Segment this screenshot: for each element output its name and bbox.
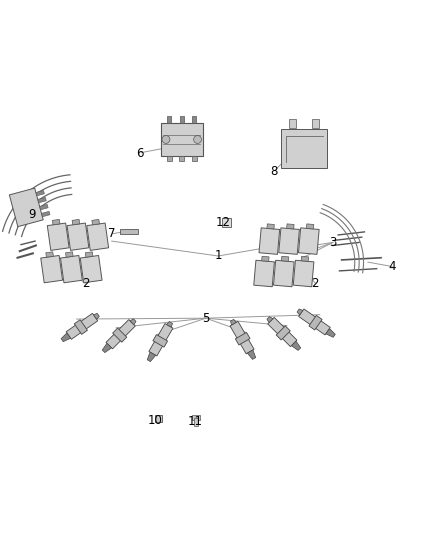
Polygon shape [149, 324, 173, 356]
Polygon shape [166, 321, 173, 327]
Polygon shape [72, 220, 80, 225]
Polygon shape [106, 320, 135, 349]
Circle shape [162, 135, 170, 143]
Text: 2: 2 [311, 277, 319, 289]
Polygon shape [192, 415, 200, 420]
Text: 7: 7 [108, 227, 116, 240]
Text: 8: 8 [270, 165, 277, 177]
Polygon shape [297, 309, 303, 315]
Polygon shape [167, 116, 171, 123]
Polygon shape [235, 333, 250, 345]
Polygon shape [60, 255, 82, 283]
Polygon shape [87, 223, 109, 251]
Polygon shape [247, 350, 256, 359]
Text: 5: 5 [202, 312, 209, 325]
Polygon shape [299, 309, 330, 335]
Text: 1: 1 [214, 249, 222, 262]
Polygon shape [267, 224, 274, 229]
Polygon shape [273, 260, 294, 287]
Polygon shape [290, 119, 297, 128]
Polygon shape [281, 256, 289, 261]
Polygon shape [312, 119, 319, 128]
Polygon shape [167, 156, 172, 161]
Polygon shape [161, 123, 202, 156]
Polygon shape [120, 229, 138, 234]
Text: 11: 11 [187, 415, 202, 428]
Text: 2: 2 [81, 277, 89, 289]
Polygon shape [192, 156, 197, 161]
Polygon shape [279, 228, 300, 254]
Polygon shape [38, 197, 46, 203]
Polygon shape [94, 313, 99, 319]
Polygon shape [180, 116, 184, 123]
Polygon shape [85, 252, 93, 257]
Polygon shape [74, 320, 88, 334]
Polygon shape [39, 204, 48, 210]
Polygon shape [130, 319, 136, 325]
Polygon shape [179, 156, 184, 161]
Polygon shape [92, 220, 99, 225]
Polygon shape [276, 326, 290, 340]
Polygon shape [293, 260, 314, 287]
Circle shape [194, 135, 201, 143]
Text: 10: 10 [148, 414, 163, 427]
Polygon shape [47, 223, 69, 251]
Polygon shape [291, 341, 301, 350]
Polygon shape [42, 212, 50, 217]
Polygon shape [155, 415, 162, 423]
Polygon shape [67, 223, 89, 251]
Polygon shape [194, 418, 198, 426]
Polygon shape [80, 255, 102, 283]
Polygon shape [230, 319, 237, 325]
Polygon shape [36, 190, 44, 196]
Polygon shape [9, 188, 43, 227]
Polygon shape [230, 321, 254, 354]
Polygon shape [46, 252, 53, 257]
Text: 4: 4 [388, 260, 396, 273]
Polygon shape [281, 128, 327, 168]
Polygon shape [153, 335, 168, 347]
Polygon shape [268, 317, 297, 346]
Polygon shape [254, 260, 274, 287]
Text: 3: 3 [329, 236, 336, 249]
Polygon shape [307, 224, 314, 229]
Polygon shape [61, 333, 71, 342]
Polygon shape [41, 255, 63, 283]
Polygon shape [261, 256, 269, 261]
Polygon shape [222, 219, 231, 227]
Polygon shape [147, 352, 155, 361]
Polygon shape [299, 228, 319, 254]
Polygon shape [192, 116, 196, 123]
Polygon shape [267, 317, 273, 322]
Text: 12: 12 [216, 216, 231, 229]
Polygon shape [326, 328, 336, 337]
Polygon shape [286, 224, 294, 229]
Text: 6: 6 [136, 147, 144, 160]
Polygon shape [301, 256, 308, 261]
Polygon shape [66, 313, 98, 340]
Polygon shape [259, 228, 279, 254]
Polygon shape [309, 316, 322, 330]
Polygon shape [102, 343, 112, 353]
Text: 9: 9 [28, 208, 35, 221]
Polygon shape [66, 252, 73, 257]
Polygon shape [113, 328, 127, 342]
Polygon shape [53, 220, 60, 225]
